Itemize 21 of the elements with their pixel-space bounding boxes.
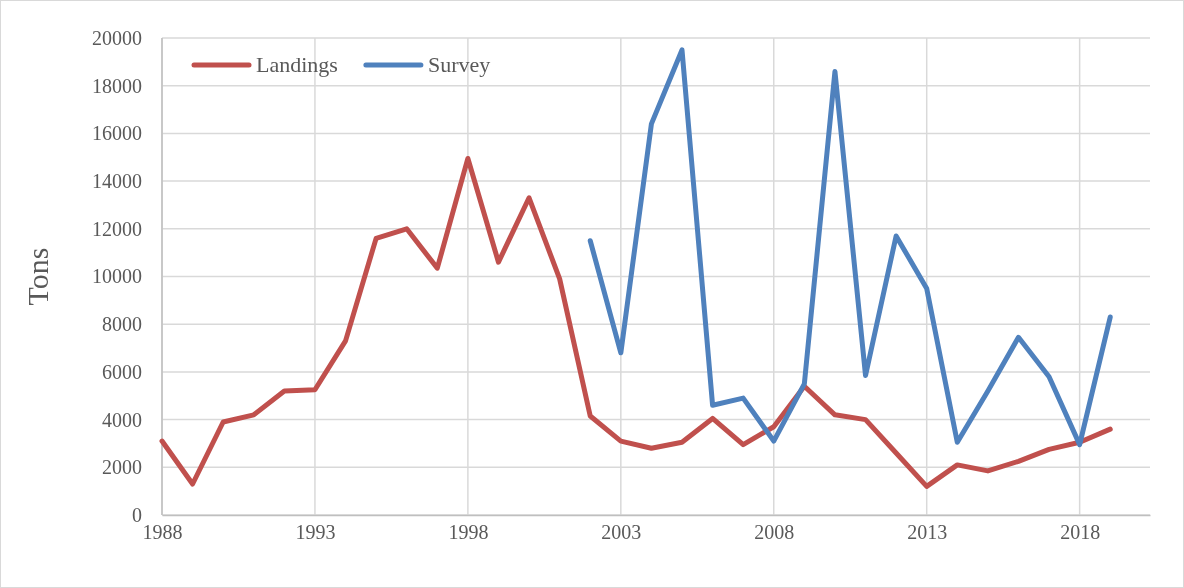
x-tick-label: 2003 <box>601 521 642 544</box>
legend-label: Landings <box>256 52 338 77</box>
x-tick-label: 1993 <box>295 521 336 544</box>
x-tick-label: 2008 <box>754 521 795 544</box>
y-tick-label: 6000 <box>102 360 142 383</box>
x-tick-label: 2018 <box>1060 521 1101 544</box>
y-tick-label: 2000 <box>102 456 142 479</box>
y-tick-label: 12000 <box>92 217 142 240</box>
y-tick-label: 0 <box>132 503 142 526</box>
y-tick-label: 20000 <box>92 26 142 49</box>
y-tick-label: 8000 <box>102 313 142 336</box>
y-tick-label: 4000 <box>102 408 142 431</box>
x-tick-label: 1998 <box>448 521 489 544</box>
x-tick-label: 1988 <box>142 521 183 544</box>
y-tick-label: 14000 <box>92 170 142 192</box>
y-tick-label: 16000 <box>92 122 142 145</box>
y-axis-title: Tons <box>21 247 54 306</box>
y-tick-label: 10000 <box>92 265 142 288</box>
legend-label: Survey <box>427 52 491 77</box>
y-tick-label: 18000 <box>92 74 142 97</box>
x-tick-label: 2013 <box>907 521 948 544</box>
